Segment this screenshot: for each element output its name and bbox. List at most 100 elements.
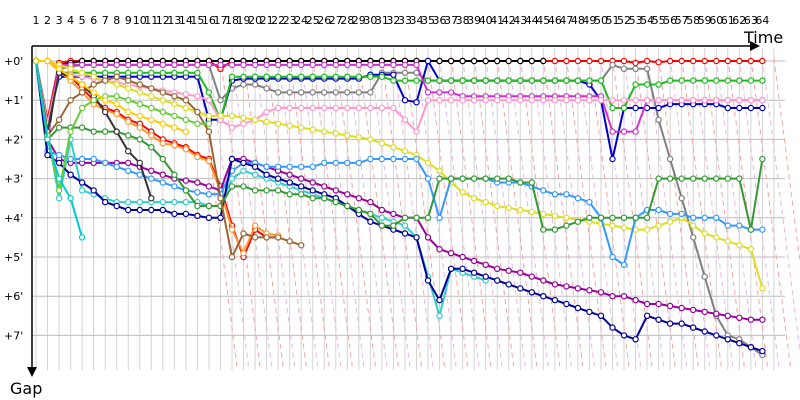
data-point (482, 175, 489, 182)
lap-diagonal (323, 57, 365, 371)
data-point (666, 218, 674, 225)
data-point (90, 61, 97, 69)
series-line (35, 60, 763, 266)
data-point (263, 61, 270, 69)
data-point (701, 175, 708, 182)
data-point (136, 159, 143, 167)
data-point (378, 104, 386, 112)
x-tick-label: 27 (329, 14, 343, 27)
data-point (401, 96, 409, 104)
data-point (736, 104, 743, 112)
data-point (736, 175, 743, 182)
data-point (101, 69, 109, 77)
data-point (390, 71, 397, 78)
data-point (736, 241, 743, 249)
data-point (540, 77, 547, 84)
data-point (286, 171, 293, 178)
data-point (251, 81, 259, 88)
data-point (159, 179, 166, 186)
y-tick-label: +5' (4, 251, 23, 264)
data-point (321, 73, 328, 80)
data-point (540, 96, 547, 104)
x-tick-label: 44 (525, 14, 539, 27)
data-point (713, 175, 720, 182)
data-point (632, 296, 639, 304)
data-point (586, 77, 593, 84)
data-point (759, 285, 766, 292)
data-point (217, 96, 224, 104)
data-point (666, 302, 674, 310)
data-point (171, 93, 178, 100)
x-tick-label: 11 (144, 14, 158, 27)
x-tick-label: 31 (375, 14, 389, 27)
data-point (90, 96, 97, 104)
data-point (378, 155, 386, 163)
data-point (148, 175, 155, 182)
data-point (678, 210, 685, 218)
y-tick-label: +1' (4, 94, 23, 107)
data-point (298, 124, 305, 131)
data-point (551, 96, 559, 104)
data-point (494, 277, 501, 284)
data-point (655, 206, 662, 214)
data-point (113, 110, 120, 118)
data-point (551, 281, 559, 288)
data-point (90, 155, 97, 163)
data-point (655, 59, 662, 66)
data-point (194, 120, 201, 127)
data-point (620, 104, 628, 112)
x-tick-label: 56 (663, 14, 677, 27)
data-point (124, 198, 132, 206)
data-point (113, 61, 120, 69)
data-point (436, 296, 443, 304)
data-point (413, 214, 420, 221)
data-point (182, 187, 190, 194)
data-point (171, 183, 178, 190)
data-point (551, 226, 559, 233)
data-point (263, 108, 270, 116)
data-point (736, 57, 743, 65)
data-point (344, 104, 351, 112)
data-point (136, 136, 143, 143)
data-point (124, 118, 132, 126)
x-tick-label: 10 (133, 14, 147, 27)
data-point (78, 89, 86, 96)
x-tick-label: 25 (306, 14, 320, 27)
data-point (355, 206, 362, 214)
data-point (113, 93, 120, 100)
x-tick-label: 33 (398, 14, 412, 27)
data-point (332, 89, 339, 96)
data-point (678, 194, 685, 202)
x-tick-label: 4 (67, 14, 74, 27)
lap-diagonal (669, 57, 711, 371)
data-point (298, 104, 305, 112)
data-point (240, 230, 247, 237)
series-line (36, 60, 279, 255)
data-point (44, 57, 51, 65)
data-point (528, 179, 536, 186)
series-line (35, 60, 763, 353)
data-point (597, 214, 605, 221)
data-point (378, 214, 386, 221)
data-point (517, 96, 524, 104)
data-point (701, 328, 708, 335)
data-point (517, 57, 524, 65)
data-point (447, 89, 455, 96)
data-point (736, 77, 743, 84)
data-point (124, 85, 132, 92)
x-tick-label: 1 (33, 14, 40, 27)
data-point (459, 57, 466, 65)
lap-diagonal (231, 57, 273, 371)
data-point (344, 61, 351, 69)
data-point (159, 120, 166, 127)
data-point (148, 132, 155, 139)
data-point (666, 155, 674, 163)
data-point (643, 57, 651, 65)
data-point (378, 73, 386, 80)
data-point (643, 96, 651, 104)
data-point (194, 153, 201, 161)
data-point (321, 194, 328, 202)
data-point (251, 61, 259, 69)
data-point (574, 218, 582, 225)
